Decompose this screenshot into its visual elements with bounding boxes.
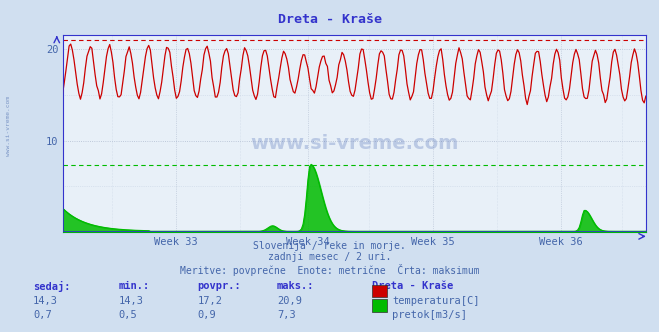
Text: www.si-vreme.com: www.si-vreme.com [250, 134, 459, 153]
Text: Dreta - Kraše: Dreta - Kraše [372, 281, 453, 290]
Text: Meritve: povprečne  Enote: metrične  Črta: maksimum: Meritve: povprečne Enote: metrične Črta:… [180, 264, 479, 276]
Text: 0,5: 0,5 [119, 310, 137, 320]
Text: sedaj:: sedaj: [33, 281, 71, 291]
Text: 0,9: 0,9 [198, 310, 216, 320]
Text: 0,7: 0,7 [33, 310, 51, 320]
Text: 14,3: 14,3 [33, 296, 58, 306]
Text: pretok[m3/s]: pretok[m3/s] [392, 310, 467, 320]
Text: temperatura[C]: temperatura[C] [392, 296, 480, 306]
Text: min.:: min.: [119, 281, 150, 290]
Text: 14,3: 14,3 [119, 296, 144, 306]
Text: 17,2: 17,2 [198, 296, 223, 306]
Text: Slovenija / reke in morje.: Slovenija / reke in morje. [253, 241, 406, 251]
Text: maks.:: maks.: [277, 281, 314, 290]
Text: Dreta - Kraše: Dreta - Kraše [277, 13, 382, 26]
Text: www.si-vreme.com: www.si-vreme.com [6, 96, 11, 156]
Text: zadnji mesec / 2 uri.: zadnji mesec / 2 uri. [268, 252, 391, 262]
Text: 7,3: 7,3 [277, 310, 295, 320]
Text: povpr.:: povpr.: [198, 281, 241, 290]
Text: 20,9: 20,9 [277, 296, 302, 306]
